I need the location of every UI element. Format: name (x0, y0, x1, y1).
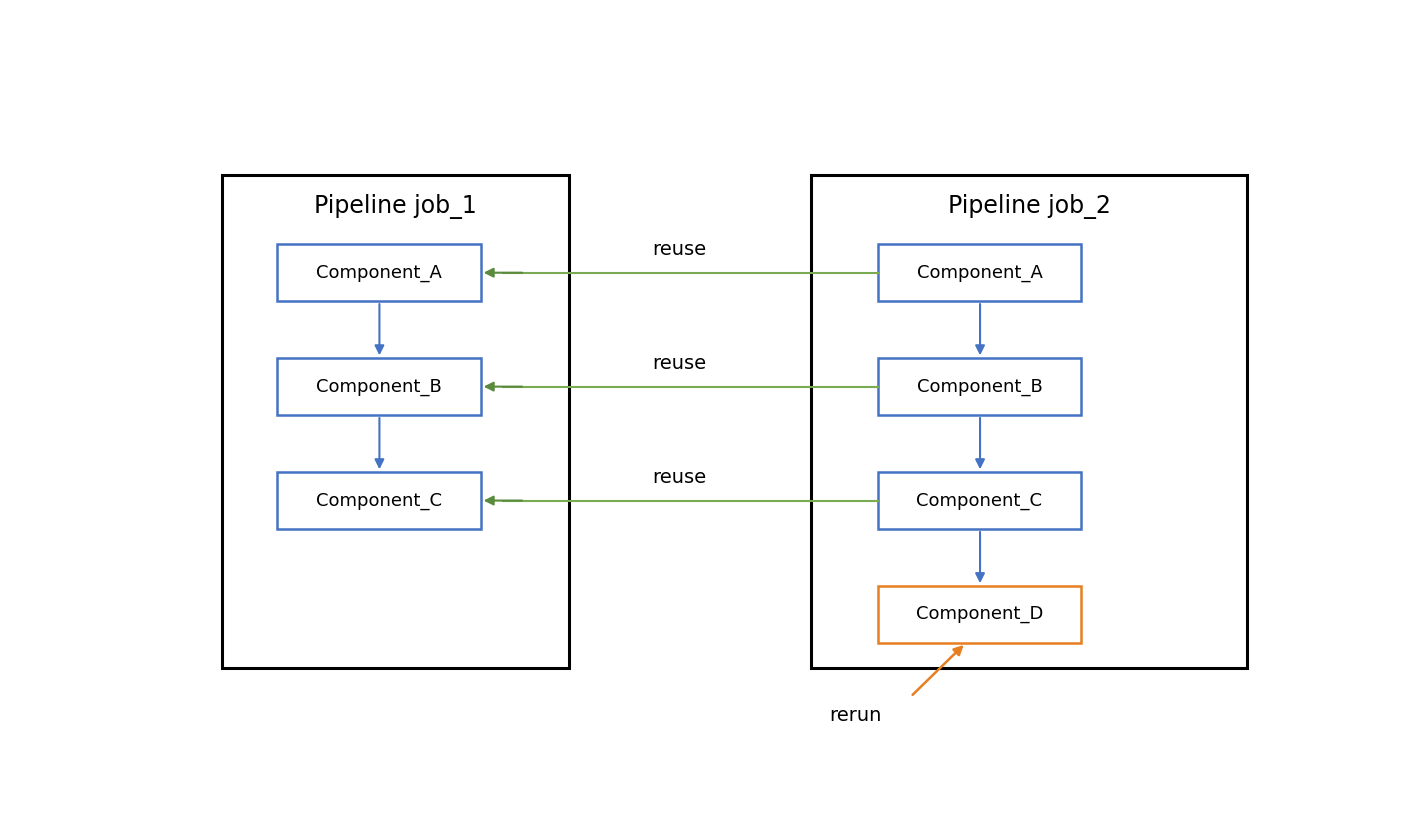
Bar (877, 358, 1082, 415)
Text: reuse: reuse (653, 353, 707, 372)
Text: Pipeline job_1: Pipeline job_1 (314, 194, 476, 219)
Bar (277, 244, 481, 301)
Bar (877, 244, 1082, 301)
Bar (222, 174, 569, 668)
Text: Pipeline job_2: Pipeline job_2 (947, 194, 1111, 219)
Bar (877, 586, 1082, 643)
Text: Component_D: Component_D (916, 606, 1044, 623)
Text: Component_C: Component_C (316, 492, 442, 510)
Text: Component_B: Component_B (316, 377, 442, 395)
Text: Component_A: Component_A (316, 264, 442, 282)
Bar (277, 472, 481, 529)
Bar (812, 174, 1247, 668)
Text: rerun: rerun (829, 706, 882, 725)
Text: Component_C: Component_C (917, 492, 1042, 510)
Text: reuse: reuse (653, 468, 707, 487)
Bar (277, 358, 481, 415)
Text: reuse: reuse (653, 240, 707, 259)
Text: Component_B: Component_B (917, 377, 1042, 395)
Bar (877, 472, 1082, 529)
Text: Component_A: Component_A (917, 264, 1042, 282)
